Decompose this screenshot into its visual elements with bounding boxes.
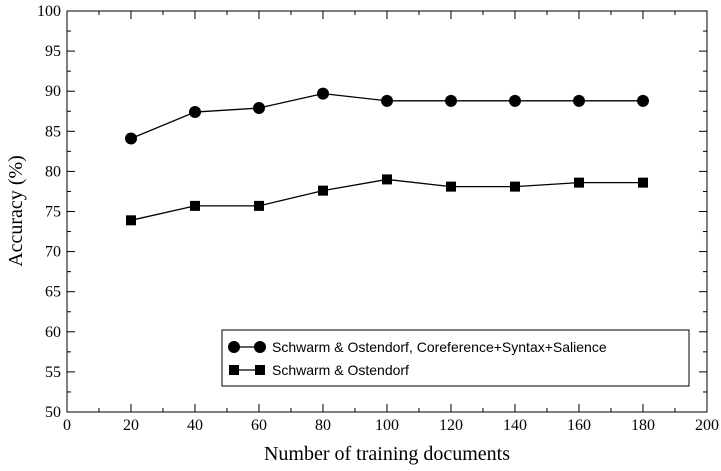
series-1-point xyxy=(189,106,201,119)
legend-box xyxy=(221,329,690,387)
series-2-point xyxy=(382,174,392,185)
series-1-point xyxy=(573,94,585,107)
x-tick-label: 0 xyxy=(63,417,71,434)
y-tick-label: 85 xyxy=(45,123,61,140)
y-tick-label: 60 xyxy=(45,324,61,341)
y-tick-label: 55 xyxy=(45,364,61,381)
series-2 xyxy=(126,174,648,226)
x-tick-label: 180 xyxy=(631,417,655,434)
legend-label: Schwarm & Ostendorf, Coreference+Syntax+… xyxy=(272,339,607,355)
series-2-point xyxy=(510,181,520,192)
y-tick-label: 95 xyxy=(45,43,61,60)
x-tick-label: 120 xyxy=(439,417,463,434)
series-2-point xyxy=(638,177,648,188)
series-1 xyxy=(125,87,649,145)
ticks: 0 20 40 60 80 100 120 140 160 180 200 50 55 60 65 70 75 8… xyxy=(37,3,719,434)
legend: Schwarm & Ostendorf, Coreference+Syntax+… xyxy=(221,329,690,387)
y-tick-label: 100 xyxy=(37,3,61,20)
legend-label: Schwarm & Ostendorf xyxy=(272,362,409,378)
legend-marker xyxy=(228,341,240,353)
y-tick-label: 50 xyxy=(45,404,61,421)
series-2-line xyxy=(130,178,643,221)
series-2-point xyxy=(254,200,264,211)
series-1-point xyxy=(381,94,393,107)
x-tick-label: 100 xyxy=(375,417,399,434)
x-tick-label: 80 xyxy=(315,417,331,434)
series-2-point xyxy=(446,181,456,192)
y-tick-label: 80 xyxy=(45,163,61,180)
x-tick-label: 200 xyxy=(695,417,719,434)
x-tick-label: 40 xyxy=(187,417,203,434)
x-tick-label: 160 xyxy=(567,417,591,434)
series-1-point xyxy=(317,87,329,100)
series-layer xyxy=(125,87,649,226)
y-tick-label: 70 xyxy=(45,244,61,261)
y-tick-label: 90 xyxy=(45,83,61,100)
x-tick-label: 140 xyxy=(503,417,527,434)
series-2-point xyxy=(318,185,328,196)
series-1-point xyxy=(445,94,457,107)
y-tick-label: 75 xyxy=(45,204,61,221)
x-tick-label: 20 xyxy=(123,417,139,434)
series-1-point xyxy=(125,132,137,145)
series-2-point xyxy=(190,200,200,211)
series-2-point xyxy=(126,215,136,226)
series-1-point xyxy=(637,94,649,107)
x-tick-label: 60 xyxy=(251,417,267,434)
legend-marker xyxy=(255,365,265,375)
legend-marker xyxy=(254,341,266,353)
series-2-point xyxy=(574,177,584,188)
y-axis-title: Accuracy (%) xyxy=(5,155,27,267)
y-tick-label: 65 xyxy=(45,284,61,301)
series-1-point xyxy=(253,102,265,115)
series-1-point xyxy=(509,94,521,107)
x-axis-title: Number of training documents xyxy=(264,443,510,465)
legend-marker xyxy=(229,365,239,375)
